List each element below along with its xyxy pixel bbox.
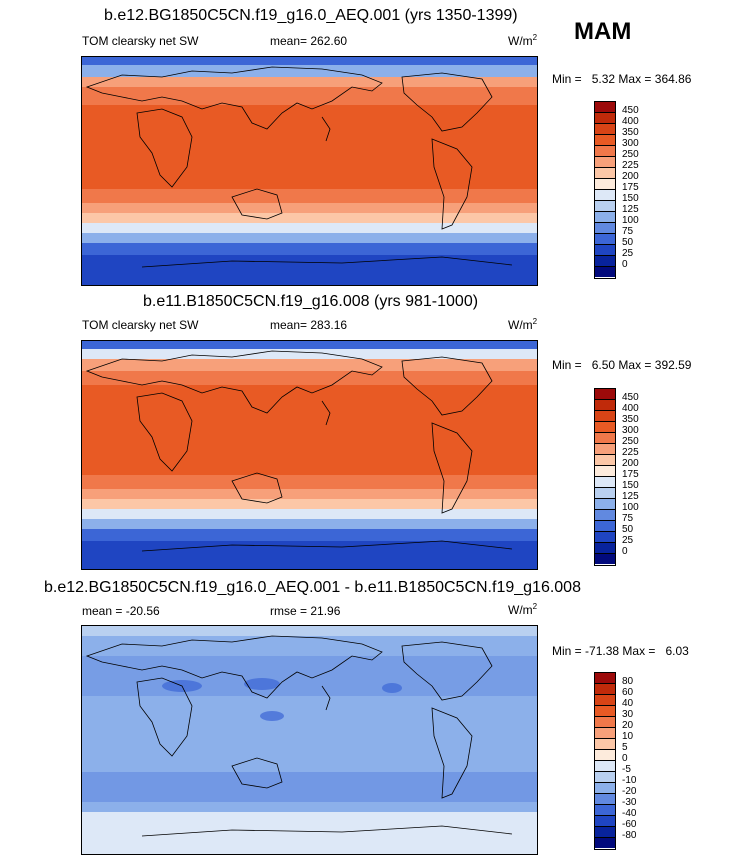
panel1-colorbar-label: 150: [622, 193, 639, 204]
panel2-colorbar-label: 150: [622, 480, 639, 491]
panel3-colorbar-label: 40: [622, 698, 634, 709]
panel3-map: [81, 625, 538, 855]
panel2-colorbar-label: 125: [622, 491, 639, 502]
panel2-colorbar-label: 25: [622, 535, 634, 546]
panel2-mean: mean= 283.16: [270, 318, 348, 332]
panel2-colorbar-label: 225: [622, 447, 639, 458]
panel1-colorbar-label: 50: [622, 237, 634, 248]
panel1-title: b.e12.BG1850C5CN.f19_g16.0_AEQ.001 (yrs …: [104, 7, 518, 24]
panel2-colorbar-label: 300: [622, 425, 639, 436]
panel2-units: W/m2: [508, 317, 538, 332]
panel3-colorbar-label: 0: [622, 753, 628, 764]
panel3-colorbar-label: 10: [622, 731, 634, 742]
panel2-colorbar-label: 0: [622, 546, 628, 557]
panel3-colorbar-label: -10: [622, 775, 637, 786]
panel2-colorbar-label: 400: [622, 403, 639, 414]
panel1-colorbar: [594, 101, 616, 279]
panel3-colorbar-label: -40: [622, 808, 637, 819]
panel2-title: b.e11.B1850C5CN.f19_g16.008 (yrs 981-100…: [143, 293, 479, 310]
panel2-colorbar-label: 250: [622, 436, 639, 447]
panel1-variable-label: TOM clearsky net SW: [82, 34, 199, 48]
panel1-colorbar-label: 350: [622, 127, 639, 138]
panel1-colorbar-label: 400: [622, 116, 639, 127]
panel3-colorbar-label: 20: [622, 720, 634, 731]
panel2-colorbar-label: 450: [622, 392, 639, 403]
panel1-colorbar-label: 250: [622, 149, 639, 160]
panel3-colorbar-label: -30: [622, 797, 637, 808]
panel3-mean: mean = -20.56: [82, 604, 160, 618]
panel1-mean: mean= 262.60: [270, 34, 348, 48]
panel3-colorbar-label: 80: [622, 676, 634, 687]
panel3-units: W/m2: [508, 602, 538, 617]
panel3-title: b.e12.BG1850C5CN.f19_g16.0_AEQ.001 - b.e…: [44, 579, 581, 596]
panel1-colorbar-label: 225: [622, 160, 639, 171]
panel3-colorbar-label: -20: [622, 786, 637, 797]
panel1-colorbar-label: 450: [622, 105, 639, 116]
panel3-colorbar-label: 5: [622, 742, 628, 753]
panel2-colorbar-label: 200: [622, 458, 639, 469]
panel2-colorbar-label: 100: [622, 502, 639, 513]
panel2-map: [81, 340, 538, 570]
panel2-minmax: Min = 6.50 Max = 392.59: [552, 358, 692, 372]
panel1-units: W/m2: [508, 33, 538, 48]
panel1-colorbar-label: 25: [622, 248, 634, 259]
panel3-colorbar-label: -60: [622, 819, 637, 830]
panel3-colorbar-label: -80: [622, 830, 637, 841]
panel3-colorbar: [594, 672, 616, 850]
panel2-variable-label: TOM clearsky net SW: [82, 318, 199, 332]
panel3-rmse: rmse = 21.96: [270, 604, 341, 618]
season-label: MAM: [574, 18, 632, 45]
panel3-minmax: Min = -71.38 Max = 6.03: [552, 644, 689, 658]
panel3-colorbar-label: -5: [622, 764, 631, 775]
panel1-colorbar-label: 200: [622, 171, 639, 182]
panel2-colorbar: [594, 388, 616, 566]
panel3-colorbar-label: 60: [622, 687, 634, 698]
panel2-colorbar-label: 75: [622, 513, 634, 524]
panel1-minmax: Min = 5.32 Max = 364.86: [552, 72, 692, 86]
panel3-colorbar-label: 30: [622, 709, 634, 720]
panel2-colorbar-label: 350: [622, 414, 639, 425]
panel1-map: [81, 56, 538, 286]
panel1-colorbar-label: 125: [622, 204, 639, 215]
panel1-colorbar-label: 300: [622, 138, 639, 149]
panel1-colorbar-label: 75: [622, 226, 634, 237]
panel1-colorbar-label: 100: [622, 215, 639, 226]
panel2-colorbar-label: 175: [622, 469, 639, 480]
panel1-colorbar-label: 175: [622, 182, 639, 193]
panel1-colorbar-label: 0: [622, 259, 628, 270]
panel2-colorbar-label: 50: [622, 524, 634, 535]
